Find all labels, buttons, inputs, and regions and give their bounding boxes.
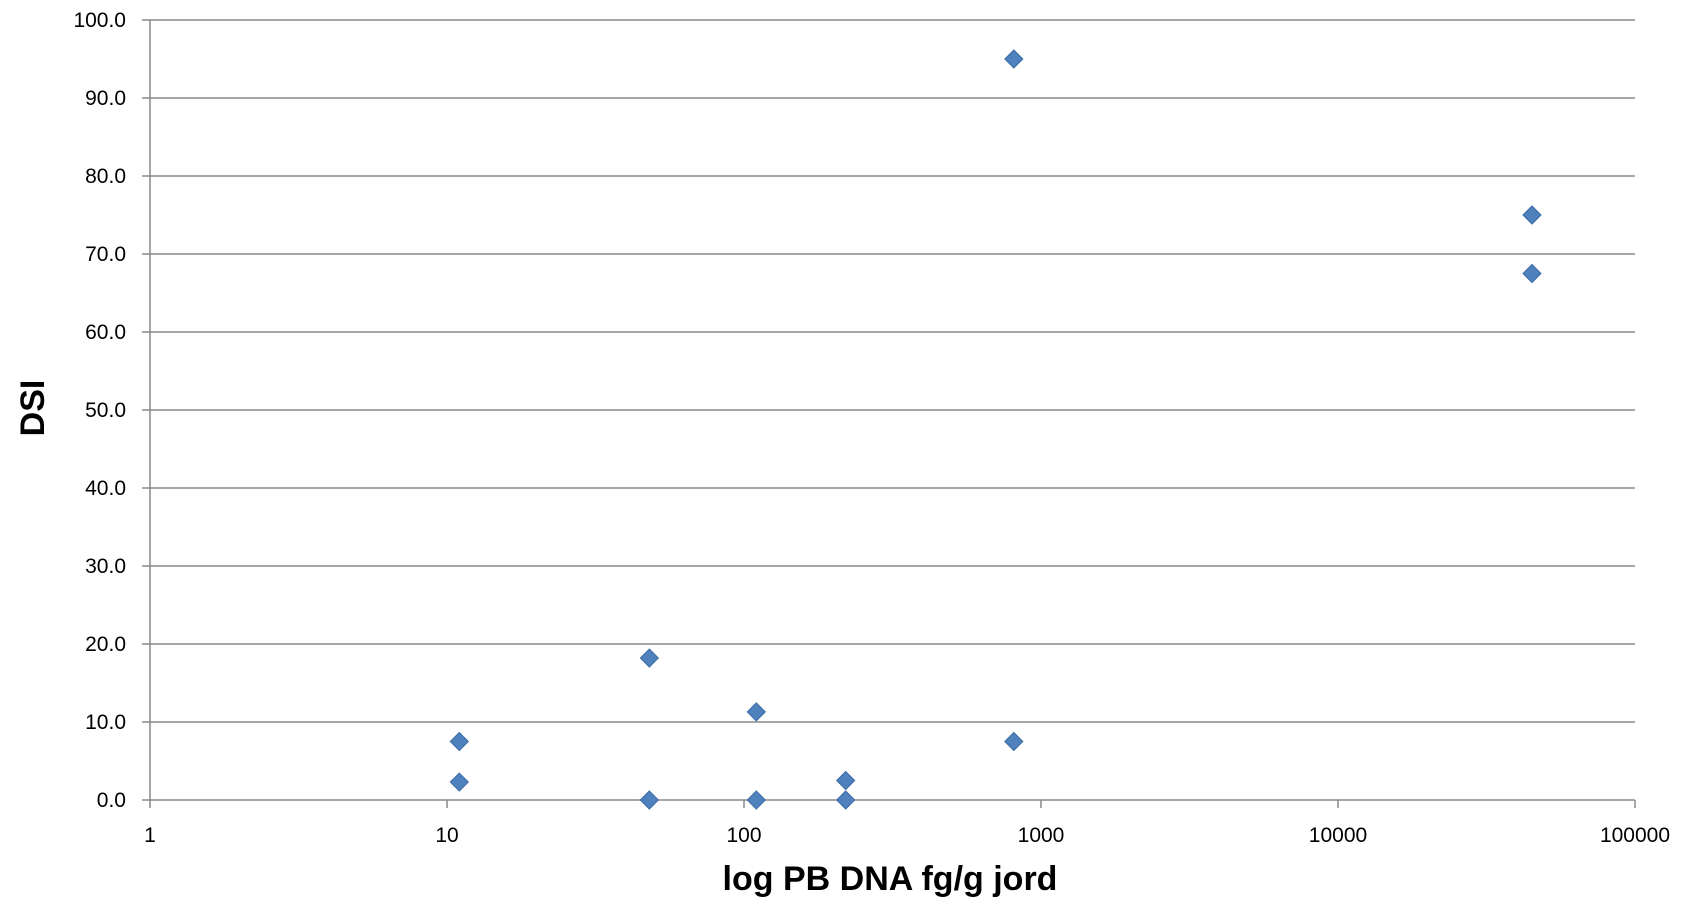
axes [142,19,1636,808]
x-tick-label: 10000 [1309,824,1367,847]
y-tick-label: 0.0 [97,789,126,812]
x-tick-labels: 1 10 100 1000 10000 100000 [144,824,1670,847]
x-tick-label: 100 [726,824,761,847]
y-tick-label: 40.0 [85,477,126,500]
x-tick-label: 1 [144,824,156,847]
data-point [1004,49,1024,69]
data-points [449,49,1542,810]
y-tick-label: 70.0 [85,243,126,266]
y-tick-label: 20.0 [85,633,126,656]
data-point [746,790,767,810]
gridlines [150,19,1635,723]
data-point [449,772,470,792]
x-tick-label: 10 [435,824,458,847]
x-axis-title: log PB DNA fg/g jord [723,860,1058,898]
y-tick-labels: 0.0 10.0 20.0 30.0 40.0 50.0 60.0 70.0 80.0 90.0 1… [73,9,126,812]
data-point [639,790,660,810]
y-tick-label: 80.0 [85,165,126,188]
data-point [449,731,470,752]
data-point [1522,205,1542,225]
data-point [1522,263,1542,284]
data-point [835,790,856,810]
y-tick-label: 30.0 [85,555,126,578]
y-tick-label: 60.0 [85,321,126,344]
y-tick-label: 100.0 [73,9,126,32]
y-tick-label: 10.0 [85,711,126,734]
data-point [746,702,767,722]
x-tick-label: 1000 [1018,824,1065,847]
y-axis-title: DSI [14,380,52,437]
data-point [1004,731,1024,752]
data-point [835,770,856,791]
x-tick-label: 100000 [1600,824,1670,847]
data-point [639,648,660,668]
y-tick-label: 90.0 [85,87,126,110]
y-tick-label: 50.0 [85,399,126,422]
